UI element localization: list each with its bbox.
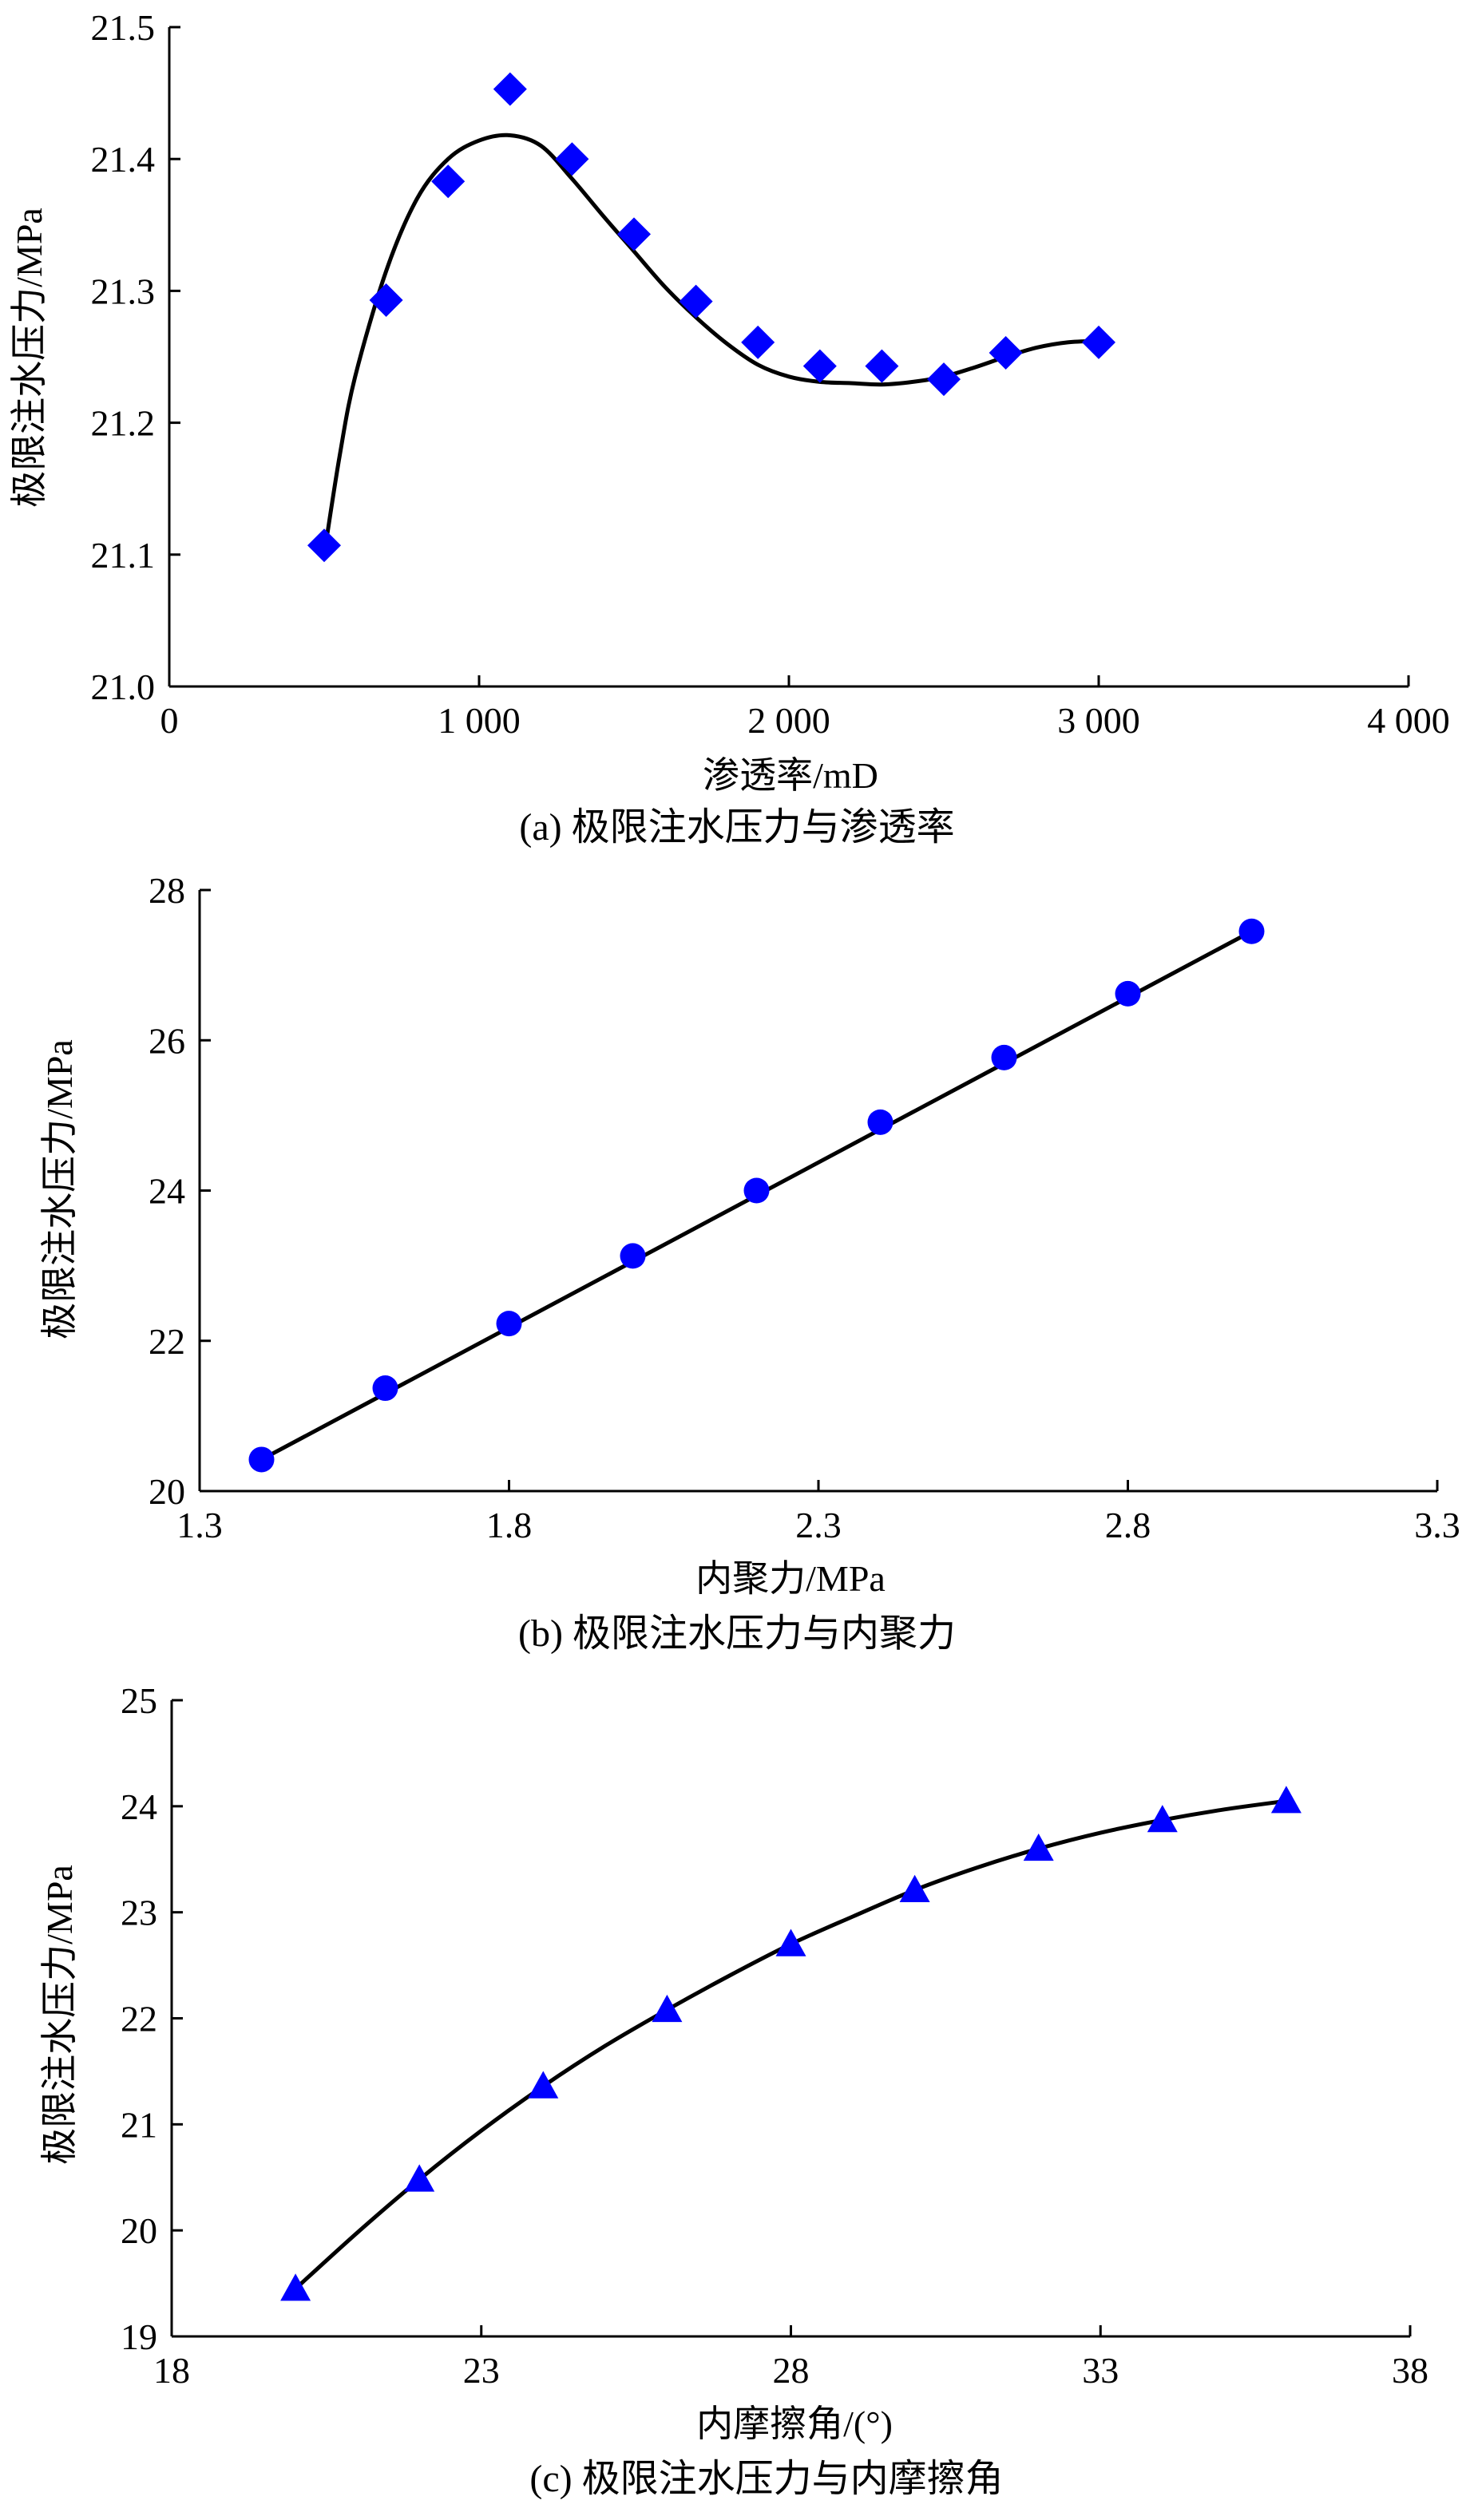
y-tick-label: 21.5 — [91, 7, 156, 48]
marker-group — [307, 72, 1115, 563]
y-tick-label: 21.0 — [91, 667, 156, 707]
x-tick-label: 38 — [1392, 2350, 1428, 2391]
x-tick-label: 3.3 — [1414, 1505, 1460, 1545]
data-point-triangle — [775, 1929, 806, 1956]
tick-group: 18 23 28 33 38 19 20 21 22 23 24 25 — [121, 1680, 1428, 2391]
data-point-diamond — [802, 349, 837, 383]
data-point-diamond — [555, 142, 589, 176]
y-axis-title: 极限注水压力/MPa — [39, 1865, 80, 2165]
marker-group — [280, 1786, 1302, 2301]
x-axis-title: 内聚力/MPa — [695, 1558, 886, 1599]
x-tick-label: 4 000 — [1367, 700, 1450, 741]
x-tick-label: 2.3 — [795, 1505, 842, 1545]
data-point-triangle — [899, 1874, 930, 1902]
data-point-triangle — [652, 1994, 683, 2023]
y-tick-label: 21.2 — [91, 403, 156, 444]
data-point-circle — [991, 1044, 1017, 1070]
y-tick-label: 24 — [149, 1171, 185, 1212]
panel-caption: (b) 极限注水压力与内聚力 — [518, 1612, 956, 1655]
y-tick-label: 20 — [149, 1471, 185, 1512]
data-point-diamond — [679, 284, 713, 318]
y-tick-label: 23 — [121, 1893, 157, 1933]
data-point-triangle — [1023, 1833, 1054, 1861]
axes — [168, 27, 1409, 688]
y-axis-title: 极限注水压力/MPa — [39, 1039, 80, 1339]
marker-group — [248, 918, 1265, 1473]
tick-group: 1.3 1.8 2.3 2.8 3.3 20 22 24 26 28 — [149, 870, 1460, 1545]
data-point-diamond — [617, 217, 651, 251]
y-tick-label: 21.4 — [91, 139, 156, 180]
x-tick-label: 18 — [153, 2350, 190, 2391]
x-axis-title: 内摩擦角/(°) — [696, 2403, 893, 2444]
data-point-triangle — [1270, 1786, 1302, 1814]
chart-panel-friction-angle: 18 23 28 33 38 19 20 21 22 23 24 25 内摩擦角/(°) 极限注水压力… — [39, 1680, 1428, 2500]
y-tick-label: 25 — [121, 1680, 157, 1721]
y-axis-title: 极限注水压力/MPa — [9, 208, 50, 508]
x-tick-label: 0 — [160, 700, 179, 741]
chart-panel-cohesion: 1.3 1.8 2.3 2.8 3.3 20 22 24 26 28 内聚力/MPa 极限注水压力… — [39, 870, 1460, 1655]
trend-line-group — [294, 1798, 1287, 2291]
trend-line-group — [322, 133, 1100, 556]
data-point-triangle — [404, 2164, 435, 2192]
data-point-circle — [372, 1375, 398, 1402]
y-tick-label: 22 — [121, 1999, 157, 2039]
y-tick-label: 21.1 — [91, 535, 156, 576]
x-tick-label: 33 — [1082, 2350, 1119, 2391]
x-tick-label: 2.8 — [1105, 1505, 1151, 1545]
data-point-diamond — [927, 362, 961, 397]
data-point-diamond — [865, 349, 899, 383]
y-tick-label: 28 — [149, 870, 185, 911]
y-tick-label: 22 — [149, 1321, 185, 1362]
y-tick-label: 19 — [121, 2316, 157, 2357]
data-point-circle — [1238, 918, 1265, 944]
data-point-triangle — [1147, 1805, 1178, 1833]
y-tick-label: 26 — [149, 1020, 185, 1061]
y-tick-label: 21.3 — [91, 271, 156, 311]
panel-caption: (a) 极限注水压力与渗透率 — [519, 806, 954, 849]
x-tick-label: 23 — [463, 2350, 500, 2391]
x-tick-label: 1.3 — [176, 1505, 223, 1545]
data-point-diamond — [1082, 325, 1115, 359]
data-point-diamond — [741, 325, 775, 359]
trend-line — [294, 1798, 1287, 2291]
x-axis-title: 渗透率/mD — [703, 755, 878, 796]
tick-group: 0 1 000 2 000 3 000 4 000 21.0 21.1 21.2 21.3 21.… — [91, 7, 1450, 741]
data-point-diamond — [431, 164, 466, 199]
trend-line — [322, 133, 1100, 556]
x-tick-label: 1 000 — [438, 700, 521, 741]
x-tick-label: 3 000 — [1057, 700, 1140, 741]
data-point-circle — [620, 1243, 646, 1269]
data-point-triangle — [280, 2273, 311, 2301]
data-point-circle — [496, 1311, 522, 1337]
y-tick-label: 20 — [121, 2210, 157, 2251]
chart-panel-permeability: 0 1 000 2 000 3 000 4 000 21.0 21.1 21.2 21.3 21.… — [9, 7, 1450, 849]
x-tick-label: 1.8 — [486, 1505, 533, 1545]
data-point-circle — [743, 1177, 770, 1204]
panel-caption: (c) 极限注水压力与内摩擦角 — [529, 2458, 1003, 2500]
data-point-diamond — [493, 72, 527, 106]
x-tick-label: 2 000 — [747, 700, 830, 741]
axes — [170, 1700, 1410, 2338]
data-point-circle — [248, 1446, 275, 1473]
axes — [198, 890, 1437, 1493]
data-point-diamond — [989, 336, 1023, 370]
y-tick-label: 24 — [121, 1786, 157, 1827]
x-tick-label: 28 — [773, 2350, 810, 2391]
data-point-diamond — [307, 528, 341, 563]
y-tick-label: 21 — [121, 2104, 157, 2145]
data-point-diamond — [369, 283, 403, 317]
data-point-triangle — [528, 2071, 559, 2099]
data-point-circle — [1115, 980, 1141, 1007]
data-point-circle — [867, 1109, 894, 1135]
